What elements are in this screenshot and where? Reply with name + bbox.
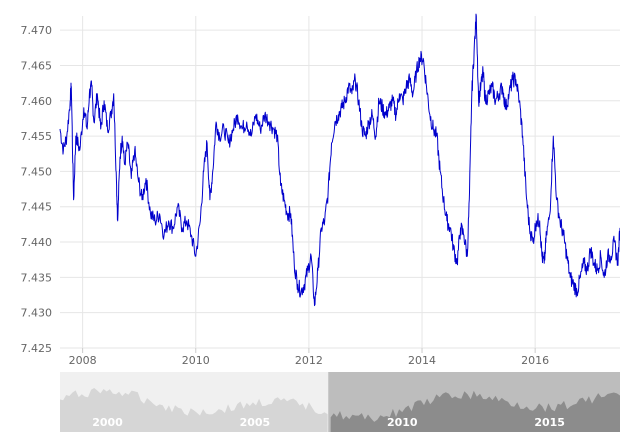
y-tick-label: 7.425 xyxy=(21,342,53,355)
navigator-area-unselected xyxy=(60,388,328,432)
x-tick-label: 2012 xyxy=(295,354,323,367)
x-axis: 2008 2010 2012 2014 2016 xyxy=(69,348,549,367)
y-tick-label: 7.440 xyxy=(21,236,53,249)
navigator-year-label: 2005 xyxy=(240,416,271,429)
y-axis: 7.470 7.465 7.460 7.455 7.450 7.445 7.440 7.435… xyxy=(21,24,53,355)
x-tick-label: 2010 xyxy=(182,354,210,367)
y-tick-label: 7.430 xyxy=(21,307,53,320)
navigator-year-label: 2015 xyxy=(534,416,565,429)
x-tick-label: 2014 xyxy=(408,354,436,367)
navigator-year-label: 2000 xyxy=(92,416,123,429)
x-tick-label: 2016 xyxy=(521,354,549,367)
navigator-area-selected xyxy=(330,390,620,432)
y-tick-label: 7.445 xyxy=(21,201,53,214)
y-tick-label: 7.470 xyxy=(21,24,53,37)
navigator-year-label: 2010 xyxy=(387,416,418,429)
y-tick-label: 7.465 xyxy=(21,59,53,72)
y-tick-label: 7.435 xyxy=(21,271,53,284)
y-tick-label: 7.460 xyxy=(21,95,53,108)
grid-layer xyxy=(60,16,620,349)
series-line xyxy=(59,13,620,307)
series-layer xyxy=(59,13,620,307)
y-tick-label: 7.455 xyxy=(21,130,53,143)
navigator[interactable]: 2000 2005 2010 2015 xyxy=(60,372,620,432)
x-tick-label: 2008 xyxy=(69,354,97,367)
y-tick-label: 7.450 xyxy=(21,165,53,178)
